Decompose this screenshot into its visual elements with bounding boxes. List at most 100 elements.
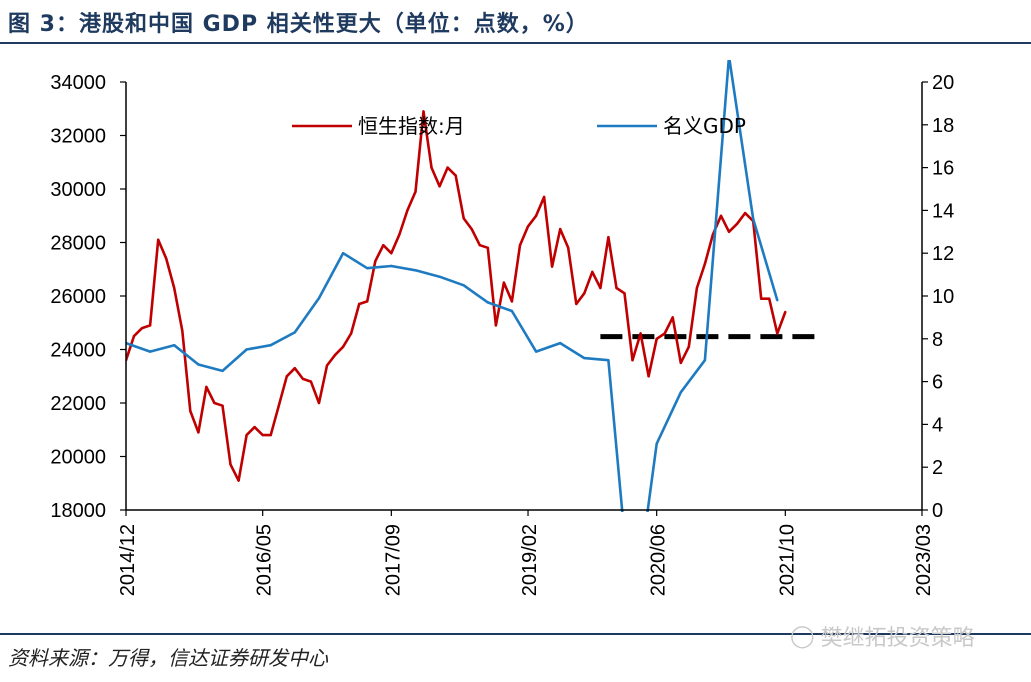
left-tick-label: 32000 xyxy=(50,126,106,148)
series-2-point xyxy=(752,217,755,221)
series-1-point xyxy=(269,433,272,437)
series-1-point xyxy=(486,246,489,249)
series-1-point xyxy=(768,297,771,300)
right-tick-label: 12 xyxy=(932,243,954,265)
series-1-point xyxy=(647,375,650,378)
left-tick-label: 26000 xyxy=(50,286,106,308)
series-1-point xyxy=(374,260,377,263)
series-1-point xyxy=(679,361,682,365)
series-1-point xyxy=(140,326,144,330)
series-1-point xyxy=(221,404,224,407)
series-1-point xyxy=(727,230,731,233)
series-2-point xyxy=(341,252,345,255)
series-1-point xyxy=(333,353,337,357)
series-2-point xyxy=(607,359,610,362)
series-1-point xyxy=(438,185,441,188)
series-1-point xyxy=(213,401,216,405)
series-1-point xyxy=(735,222,739,225)
series-1-point xyxy=(277,404,280,407)
series-layer xyxy=(126,60,787,512)
left-tick-label: 20000 xyxy=(50,447,106,469)
series-1-point xyxy=(285,375,288,378)
series-2-point xyxy=(173,344,176,347)
right-tick-label: 10 xyxy=(932,286,954,308)
series-1-point xyxy=(760,297,763,300)
series-1-point xyxy=(245,433,248,437)
series-1-point xyxy=(309,380,313,383)
series-1-point xyxy=(687,345,690,348)
right-tick-label: 4 xyxy=(932,414,943,436)
series-1-point xyxy=(165,257,168,260)
series-1-point xyxy=(575,302,578,306)
series-1-point xyxy=(591,270,594,274)
series-1-point xyxy=(494,324,498,327)
series-line-1 xyxy=(126,110,787,482)
series-1-point xyxy=(132,334,136,338)
series-1-point xyxy=(470,227,473,231)
series-1-point xyxy=(671,316,674,319)
source-note: 资料来源：万得，信达证券研发中心 xyxy=(8,646,328,670)
x-tick-label: 2023/03 xyxy=(913,524,935,596)
series-2-point xyxy=(245,348,248,351)
legend-label-2: 名义GDP xyxy=(663,114,746,138)
x-tick-label: 2021/10 xyxy=(776,524,798,596)
series-1-point xyxy=(406,209,409,212)
series-1-point xyxy=(599,286,602,290)
series-1-point xyxy=(454,174,457,177)
right-tick-label: 0 xyxy=(932,500,943,522)
left-tick-label: 30000 xyxy=(50,179,106,201)
x-tick-label: 2017/09 xyxy=(382,524,404,596)
series-1-point xyxy=(358,302,361,306)
series-1-point xyxy=(703,262,707,266)
series-2-point xyxy=(269,344,272,347)
series-2-point xyxy=(559,341,562,345)
series-1-point xyxy=(189,409,192,413)
series-2-point xyxy=(462,284,465,287)
series-1-point xyxy=(382,244,385,247)
series-1-point xyxy=(478,244,481,247)
series-1-point xyxy=(261,433,264,437)
series-1-point xyxy=(301,377,305,381)
series-1-point xyxy=(229,463,232,466)
series-1-point xyxy=(341,345,345,348)
series-2-point xyxy=(293,331,296,334)
series-2-point xyxy=(197,363,200,366)
legend-label-1: 恒生指数:月 xyxy=(358,114,465,138)
series-1-point xyxy=(237,479,240,482)
series-1-point xyxy=(631,359,634,362)
series-1-point xyxy=(430,166,433,169)
series-1-point xyxy=(639,332,642,335)
series-1-point xyxy=(293,367,296,370)
series-1-point xyxy=(784,310,787,314)
right-tick-label: 14 xyxy=(932,200,954,222)
series-1-point xyxy=(719,214,723,217)
right-tick-label: 16 xyxy=(932,158,954,180)
title-rule xyxy=(0,42,1031,44)
series-1-point xyxy=(526,225,530,228)
series-2-point xyxy=(317,296,321,300)
series-1-point xyxy=(205,385,208,389)
right-tick-label: 8 xyxy=(932,329,943,351)
series-2-point xyxy=(438,275,441,278)
series-2-point xyxy=(366,267,369,270)
right-tick-label: 6 xyxy=(932,372,943,394)
series-1-point xyxy=(366,300,369,303)
series-2-point xyxy=(655,442,658,445)
series-1-point xyxy=(173,286,176,290)
series-2-point xyxy=(486,301,489,304)
left-tick-label: 18000 xyxy=(50,500,106,522)
left-tick-label: 22000 xyxy=(50,393,106,415)
series-1-point xyxy=(462,217,465,220)
series-1-point xyxy=(422,110,425,113)
series-2-point xyxy=(510,309,514,313)
series-2-point xyxy=(703,359,707,362)
series-1-point xyxy=(398,233,401,236)
series-2-point xyxy=(221,369,224,373)
left-tick-label: 34000 xyxy=(50,72,106,94)
series-1-point xyxy=(148,324,152,327)
series-1-point xyxy=(534,214,538,217)
right-tick-label: 18 xyxy=(932,115,954,137)
series-line-2 xyxy=(126,60,779,512)
series-1-point xyxy=(349,332,353,335)
series-1-point xyxy=(583,292,586,295)
